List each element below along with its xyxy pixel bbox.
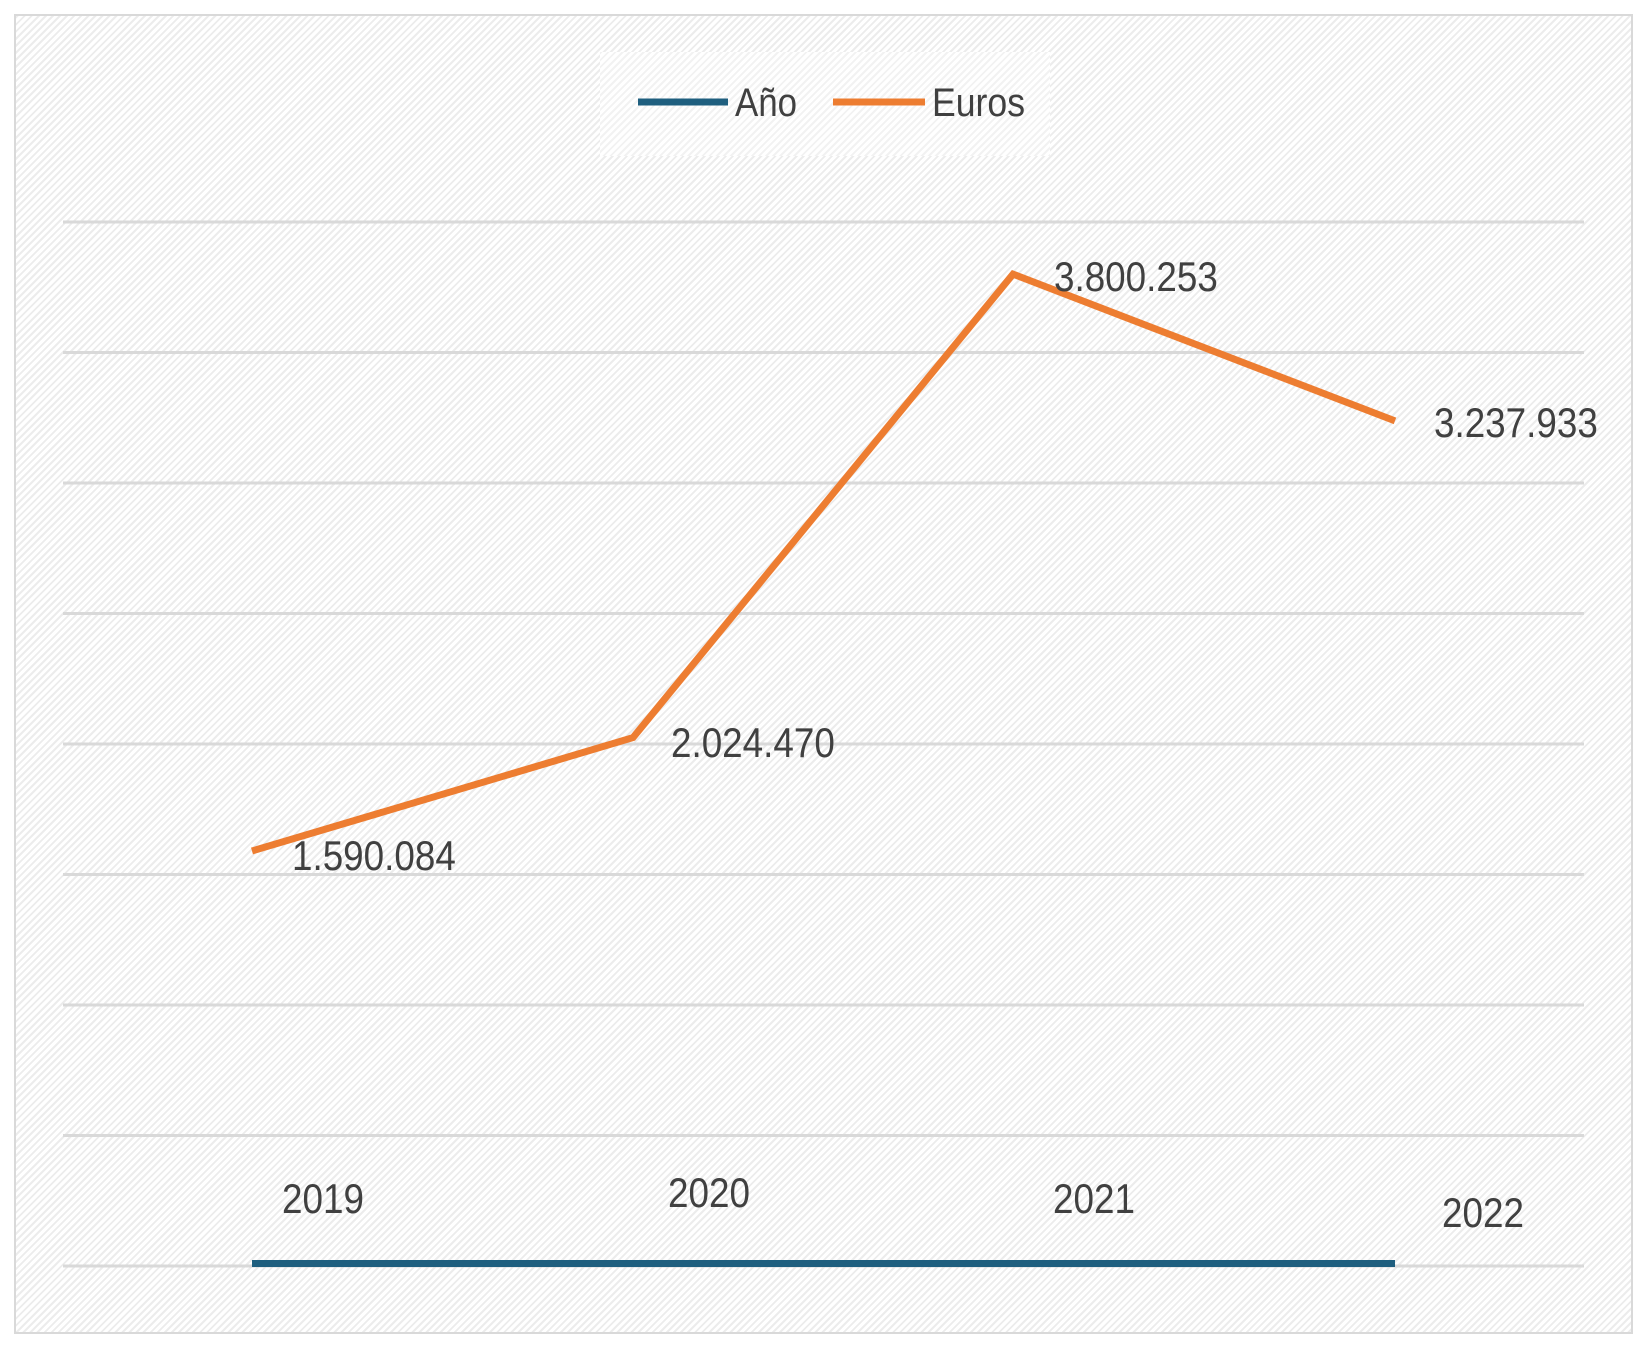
data-label-ano: 2019 [282, 1175, 364, 1222]
data-labels: 2019 2020 2021 2022 1.590.084 2.024.470 3.800.… [282, 253, 1598, 1236]
series-lines [251, 269, 1397, 1267]
data-label-euros: 3.237.933 [1434, 399, 1598, 446]
data-label-ano: 2020 [668, 1169, 750, 1216]
data-label-euros: 1.590.084 [292, 832, 456, 879]
legend-label-ano[interactable]: Año [735, 81, 797, 125]
data-label-ano: 2021 [1053, 1175, 1135, 1222]
legend-label-euros[interactable]: Euros [932, 81, 1025, 125]
gridlines [63, 220, 1584, 1268]
data-label-ano: 2022 [1442, 1189, 1524, 1236]
series-line-euros [251, 269, 1397, 855]
data-label-euros: 2.024.470 [671, 719, 835, 766]
chart-area [14, 14, 1633, 1334]
legend: Año Euros [638, 81, 1025, 125]
data-label-euros: 3.800.253 [1054, 253, 1218, 300]
